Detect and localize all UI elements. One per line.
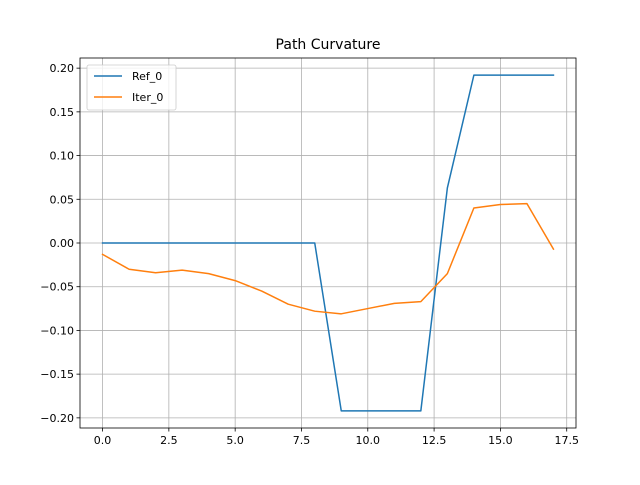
series-line-iter-0: [101, 202, 555, 315]
x-tick-label: 0.0: [94, 434, 112, 447]
series-group: [101, 74, 555, 412]
series-line-ref-0: [101, 74, 555, 412]
x-tick-label: 7.5: [293, 434, 311, 447]
y-tick-label: 0.00: [50, 237, 75, 250]
y-tick-label: −0.10: [40, 324, 74, 337]
legend: Ref_0 Iter_0: [86, 64, 177, 111]
x-tick-label: 2.5: [160, 434, 178, 447]
y-tick-label: 0.20: [50, 62, 75, 75]
y-axis: −0.20 −0.15 −0.10 −0.05 0.00 0.05 0.10 0.15 0.20: [40, 62, 80, 425]
x-tick-label: 12.5: [422, 434, 447, 447]
x-tick-label: 5.0: [226, 434, 244, 447]
x-tick-label: 17.5: [554, 434, 579, 447]
grid-lines: [80, 58, 576, 428]
legend-label: Iter_0: [132, 91, 163, 104]
y-tick-label: 0.05: [50, 193, 75, 206]
x-tick-label: 15.0: [488, 434, 513, 447]
y-tick-label: −0.15: [40, 368, 74, 381]
legend-label: Ref_0: [132, 70, 162, 83]
y-tick-label: −0.20: [40, 412, 74, 425]
y-tick-label: −0.05: [40, 281, 74, 294]
x-axis: 0.0 2.5 5.0 7.5 10.0 12.5 15.0 17.5: [94, 428, 579, 447]
chart-title: Path Curvature: [276, 37, 381, 53]
y-tick-label: 0.15: [50, 106, 75, 119]
x-tick-label: 10.0: [356, 434, 381, 447]
y-tick-label: 0.10: [50, 150, 75, 163]
